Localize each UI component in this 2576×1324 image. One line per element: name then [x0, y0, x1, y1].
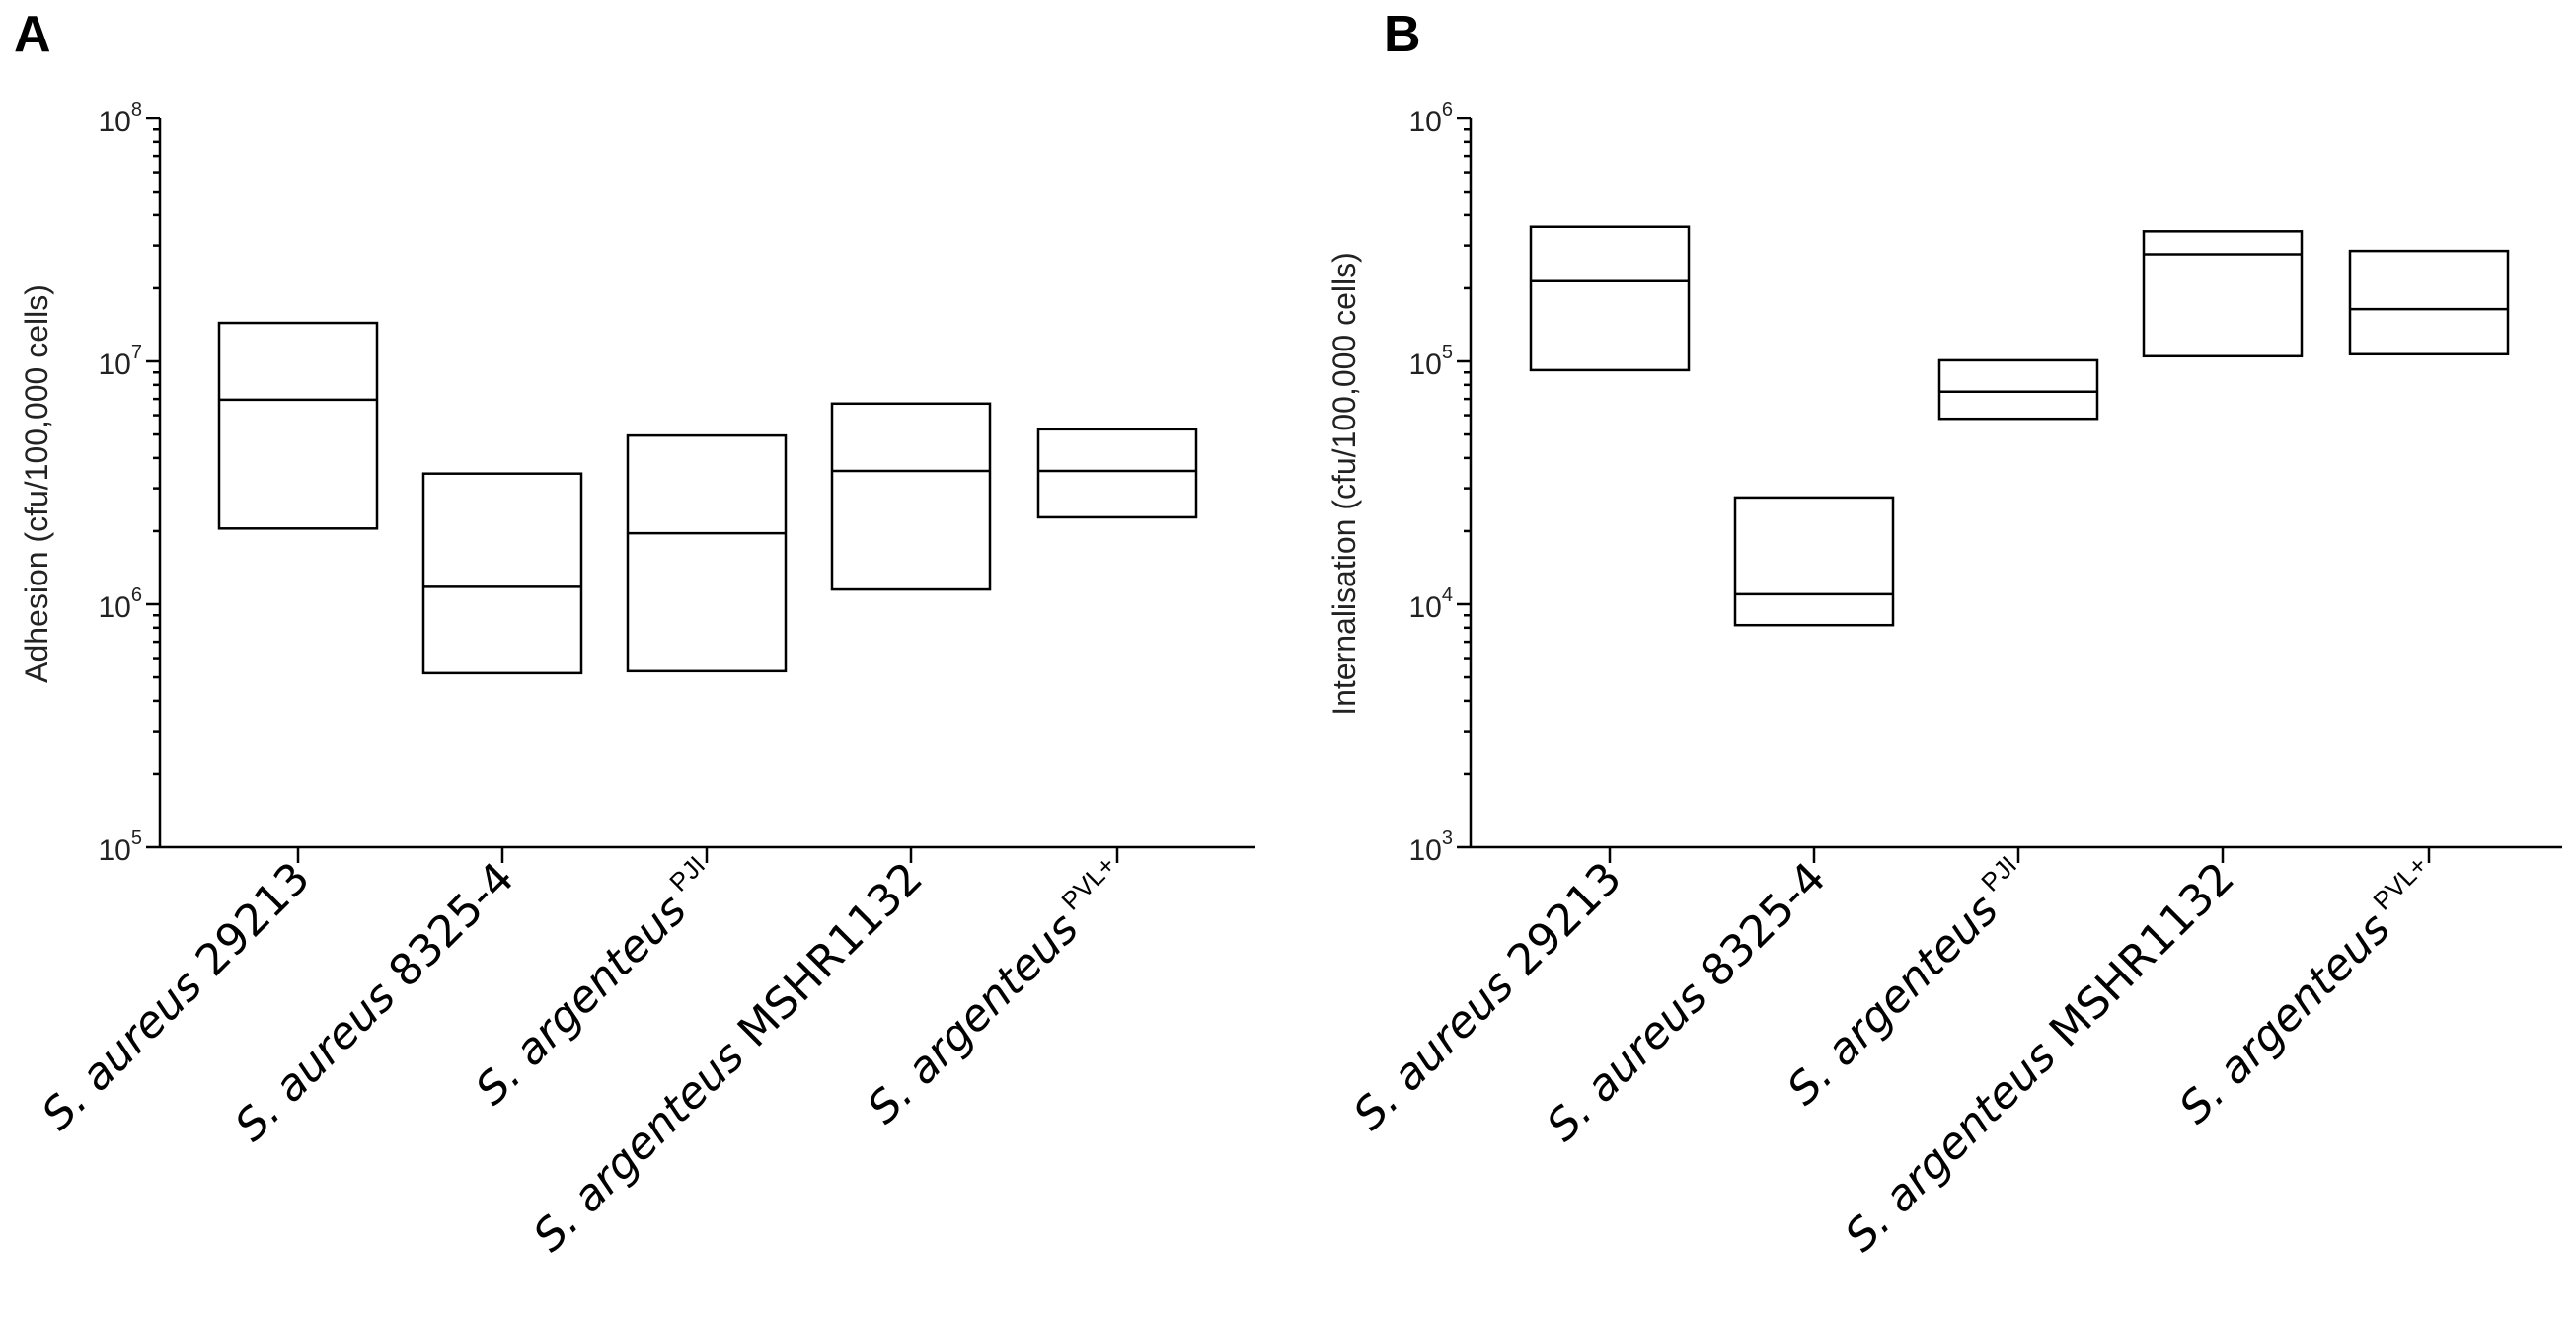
y-tick-label: 105 [1409, 342, 1454, 381]
y-tick-label: 104 [1409, 584, 1454, 624]
box-1 [1529, 225, 1691, 372]
x-category-label: S. argenteus MSHR1132 [524, 853, 933, 1262]
y-tick-label: 108 [99, 99, 143, 138]
panel-letter-a: A [14, 6, 51, 63]
y-tick-label: 103 [1409, 827, 1454, 867]
box-5 [2348, 249, 2510, 356]
panel-a-y-axis-title: Adhesion (cfu/100,000 cells) [19, 284, 54, 683]
box-2 [421, 472, 583, 675]
box-3 [1937, 358, 2099, 421]
box-1 [217, 321, 379, 530]
box-4 [830, 402, 992, 591]
box-3 [626, 433, 788, 673]
box-2 [1733, 496, 1895, 627]
box-4 [2142, 230, 2304, 358]
y-tick-label: 106 [1409, 99, 1454, 138]
panel-letter-b: B [1384, 6, 1421, 63]
panel-b-y-axis-title: Internalisation (cfu/100,000 cells) [1326, 252, 1362, 716]
y-tick-label: 107 [99, 342, 143, 381]
box-5 [1036, 428, 1198, 519]
x-category-label: S. argenteus MSHR1132 [1836, 853, 2244, 1262]
y-tick-label: 106 [99, 584, 143, 624]
y-tick-label: 105 [99, 827, 143, 867]
